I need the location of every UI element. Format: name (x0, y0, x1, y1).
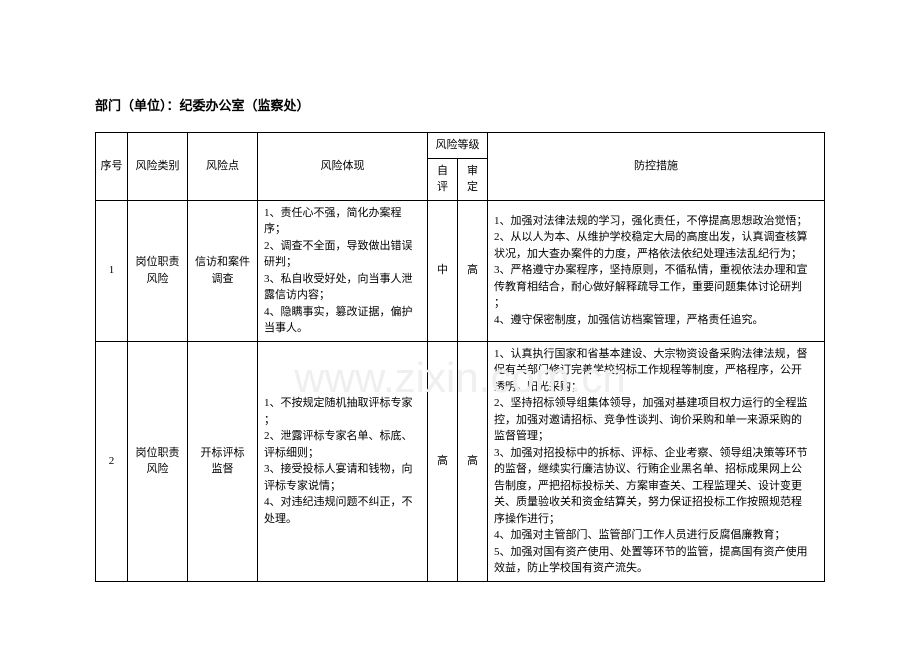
table-header-row-1: 序号 风险类别 风险点 风险体现 风险等级 防控措施 (96, 133, 825, 159)
cell-audit: 高 (458, 200, 488, 341)
cell-point: 信访和案件 调查 (188, 200, 258, 341)
cell-control: 1、加强对法律法规的学习，强化责任，不停提高思想政治觉悟； 2、从以人为本、从维… (488, 200, 825, 341)
risk-table: 序号 风险类别 风险点 风险体现 风险等级 防控措施 自评 审定 1 岗位职责 … (95, 132, 825, 582)
cell-audit: 高 (458, 341, 488, 581)
page-title: 部门（单位）：纪委办公室（监察处） (95, 95, 825, 114)
cell-category: 岗位职责 风险 (128, 200, 188, 341)
cell-self: 中 (428, 200, 458, 341)
cell-point: 开标评标 监督 (188, 341, 258, 581)
cell-manifest: 1、不按规定随机抽取评标专家 ； 2、泄露评标专家名单、标底、 评标细则； 3、… (258, 341, 428, 581)
col-manifest-header: 风险体现 (258, 133, 428, 201)
table-row: 2 岗位职责 风险 开标评标 监督 1、不按规定随机抽取评标专家 ； 2、泄露评… (96, 341, 825, 581)
col-cat-header: 风险类别 (128, 133, 188, 201)
table-row: 1 岗位职责 风险 信访和案件 调查 1、责任心不强，简化办案程序； 2、调查不… (96, 200, 825, 341)
cell-category: 岗位职责 风险 (128, 341, 188, 581)
col-level-group-header: 风险等级 (428, 133, 488, 159)
document-page: www.zixin.com.cn 部门（单位）：纪委办公室（监察处） 序号 风险… (0, 0, 920, 651)
cell-control: 1、认真执行国家和省基本建设、大宗物资设备采购法律法规，督 促有关部门修订完善学… (488, 341, 825, 581)
col-control-header: 防控措施 (488, 133, 825, 201)
cell-self: 高 (428, 341, 458, 581)
col-point-header: 风险点 (188, 133, 258, 201)
cell-seq: 2 (96, 341, 128, 581)
cell-manifest: 1、责任心不强，简化办案程序； 2、调查不全面，导致做出错误 研判； 3、私自收… (258, 200, 428, 341)
col-level-audit-header: 审定 (458, 158, 488, 200)
cell-seq: 1 (96, 200, 128, 341)
col-level-self-header: 自评 (428, 158, 458, 200)
col-seq-header: 序号 (96, 133, 128, 201)
